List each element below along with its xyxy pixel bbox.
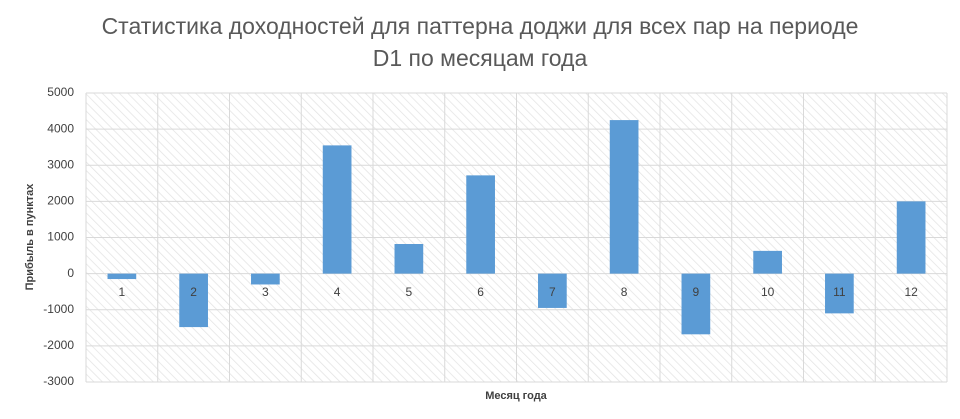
bar <box>609 120 639 274</box>
x-tick-label: 12 <box>904 285 918 299</box>
bar <box>825 273 854 314</box>
x-tick-label: 11 <box>833 285 846 299</box>
bar <box>322 145 352 274</box>
x-axis-label: Месяц года <box>485 390 547 402</box>
y-tick-label: 3000 <box>47 157 74 171</box>
y-axis-label: Прибыль в пунктах <box>24 183 36 291</box>
x-tick-label: 2 <box>190 285 197 299</box>
bar <box>753 250 782 274</box>
x-tick-label: 4 <box>334 285 341 299</box>
x-tick-label: 5 <box>406 285 413 299</box>
y-tick-label: -1000 <box>43 302 74 316</box>
bar <box>179 273 208 328</box>
y-tick-label: 4000 <box>47 121 74 135</box>
bar <box>466 175 495 274</box>
x-tick-label: 3 <box>262 285 269 299</box>
x-tick-label: 6 <box>477 285 484 299</box>
y-tick-label: 1000 <box>47 230 74 244</box>
bar <box>681 273 711 335</box>
x-tick-label: 1 <box>119 285 126 299</box>
bar <box>538 273 567 308</box>
y-tick-label: 2000 <box>47 194 74 208</box>
y-tick-label: -2000 <box>43 338 74 352</box>
x-tick-label: 10 <box>761 285 775 299</box>
x-tick-label: 8 <box>621 285 628 299</box>
bar <box>394 244 424 274</box>
y-tick-label: 0 <box>67 266 74 280</box>
bar <box>107 273 137 280</box>
bar <box>251 273 280 285</box>
y-tick-label: 5000 <box>47 85 74 99</box>
x-tick-label: 9 <box>693 285 700 299</box>
x-tick-label: 7 <box>549 285 556 299</box>
chart-title: Статистика доходностей для паттерна додж… <box>101 13 859 71</box>
bar <box>896 201 926 274</box>
y-tick-label: -3000 <box>43 374 74 388</box>
